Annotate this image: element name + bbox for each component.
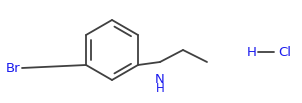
Text: H: H: [247, 46, 257, 59]
Text: H: H: [156, 82, 164, 95]
Text: N: N: [155, 73, 165, 86]
Text: Cl: Cl: [278, 46, 291, 59]
Text: Br: Br: [5, 61, 20, 74]
